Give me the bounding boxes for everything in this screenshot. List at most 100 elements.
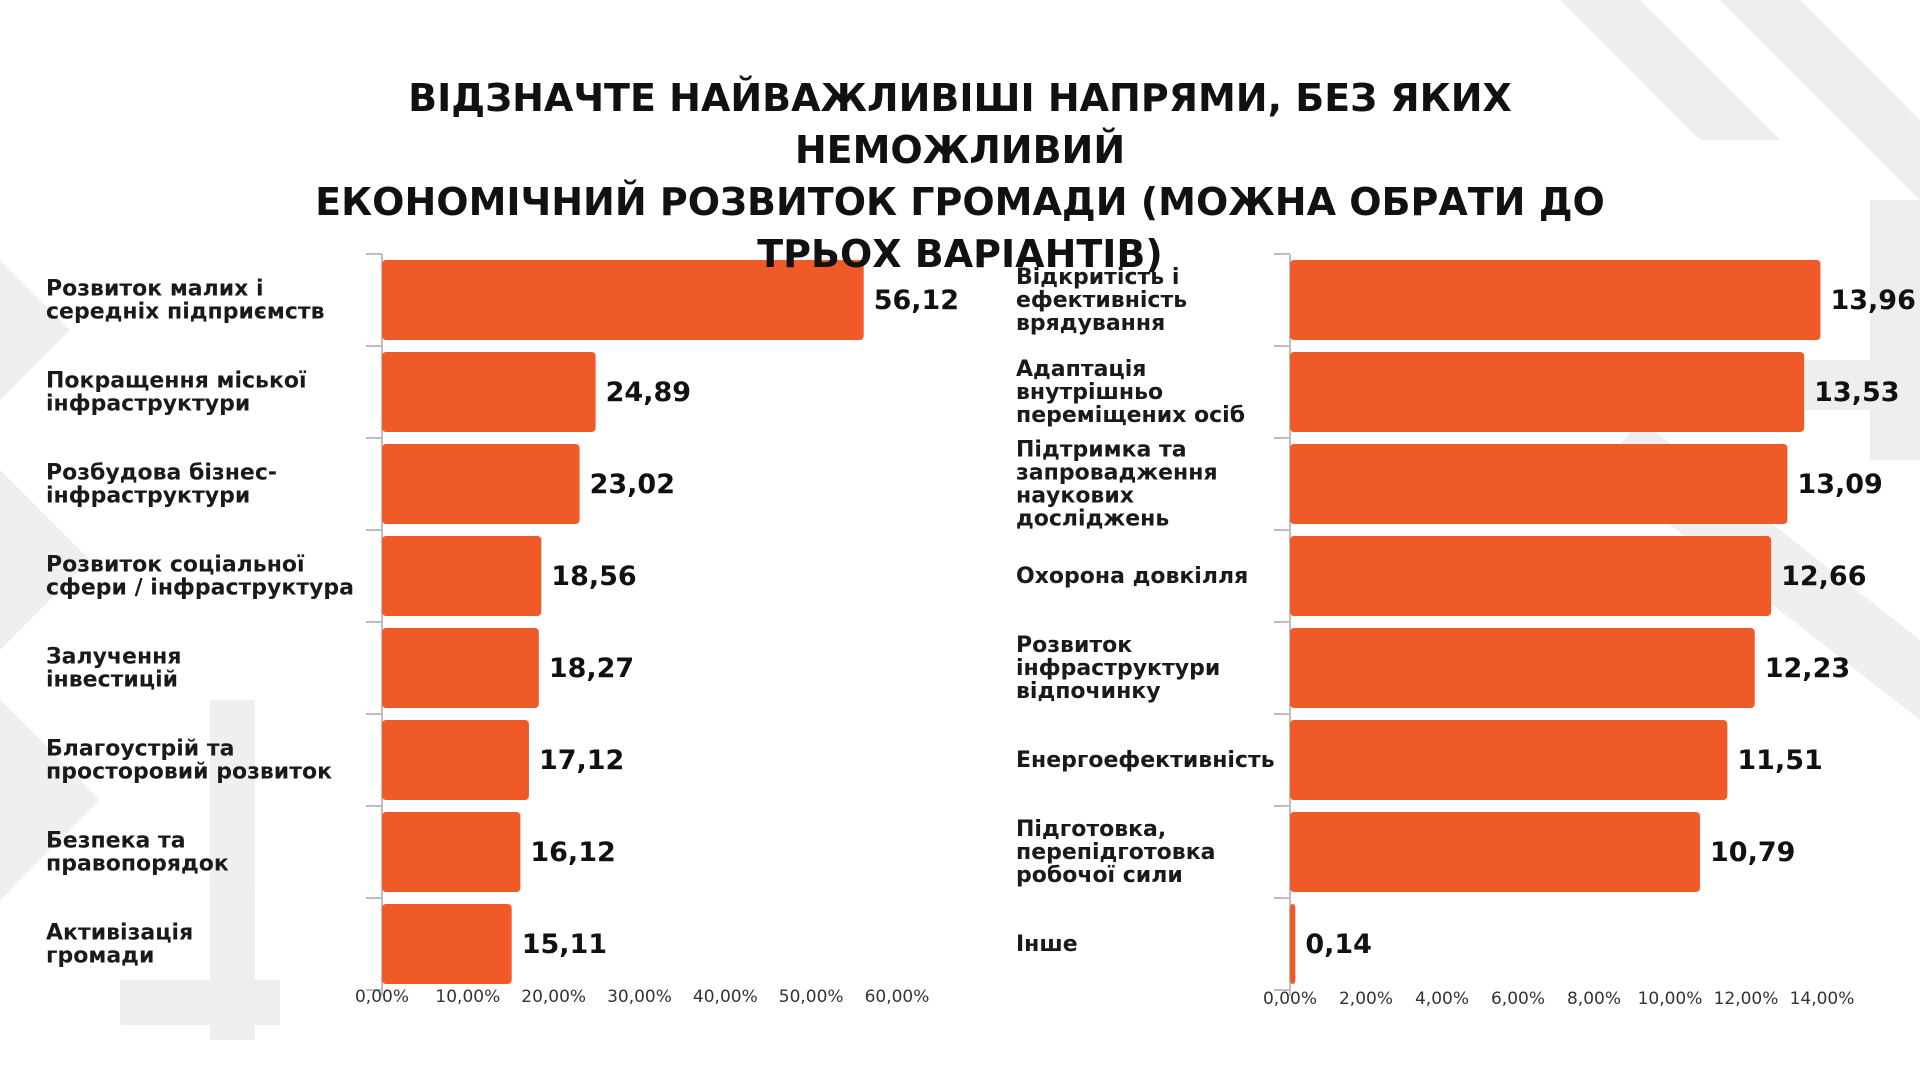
right-category-label-line: Інше <box>1016 932 1078 957</box>
right-bar <box>1290 260 1821 340</box>
left-value-label: 24,89 <box>606 377 691 408</box>
right-x-tick-label: 4,00% <box>1415 989 1469 1009</box>
right-value-label: 10,79 <box>1710 837 1795 868</box>
right-category-label-line: досліджень <box>1016 507 1169 532</box>
left-value-label: 17,12 <box>539 745 624 776</box>
left-x-tick-label: 60,00% <box>865 987 930 1007</box>
left-bar <box>382 260 864 340</box>
left-category-label-line: інфраструктури <box>46 392 250 417</box>
right-category-label-line: внутрішньо <box>1016 380 1163 405</box>
left-category-label-line: середніх підприємств <box>46 300 325 325</box>
right-value-label: 0,14 <box>1305 929 1372 960</box>
right-category-label-line: переміщених осіб <box>1016 403 1245 428</box>
right-x-tick-label: 2,00% <box>1339 989 1393 1009</box>
left-x-tick-label: 0,00% <box>355 987 409 1007</box>
right-category-label-line: Відкритість і <box>1016 265 1179 290</box>
left-category-label-line: інвестицій <box>46 668 178 693</box>
right-category-label-line: врядування <box>1016 311 1165 336</box>
left-category-label-line: Безпека та <box>46 829 186 854</box>
chart-title: ВІДЗНАЧТЕ НАЙВАЖЛИВІШІ НАПРЯМИ, БЕЗ ЯКИХ… <box>260 72 1660 280</box>
right-value-label: 12,66 <box>1781 561 1866 592</box>
left-category-label-line: інфраструктури <box>46 484 250 509</box>
right-category-label: Підготовка, перепідготовка робочої сили <box>1016 817 1215 888</box>
right-category-label-line: ефективність <box>1016 288 1187 313</box>
right-x-tick-label: 8,00% <box>1567 989 1621 1009</box>
left-category-label-line: Активізація <box>46 921 193 946</box>
title-line-3: ТРЬОХ ВАРІАНТІВ) <box>757 232 1163 276</box>
right-category-label: Відкритість і ефективність врядування <box>1016 265 1187 336</box>
left-bar <box>382 352 596 432</box>
right-category-label-line: запровадження <box>1016 461 1218 486</box>
left-category-label-line: Розвиток малих і <box>46 277 264 302</box>
right-bar <box>1290 812 1701 892</box>
right-value-label: 12,23 <box>1765 653 1850 684</box>
right-value-label: 13,96 <box>1830 285 1915 316</box>
right-category-label: Підтримка та запровадження наукових дослідж… <box>1016 438 1218 532</box>
left-bar <box>382 444 580 524</box>
left-x-tick-label: 50,00% <box>779 987 844 1007</box>
left-category-label: Покращення міської інфраструктури <box>46 369 307 417</box>
right-bar <box>1290 720 1728 800</box>
right-value-label: 13,53 <box>1814 377 1899 408</box>
right-value-label: 11,51 <box>1737 745 1822 776</box>
right-category-label: Розвиток інфраструктури відпочинку <box>1016 633 1220 704</box>
left-value-label: 15,11 <box>522 929 607 960</box>
left-category-label: Благоустрій та просторовий розвиток <box>46 737 332 785</box>
right-category-label-line: робочої сили <box>1016 863 1183 888</box>
right-category-label: Адаптація внутрішньо переміщених осіб <box>1016 357 1245 428</box>
left-category-label-line: правопорядок <box>46 852 229 877</box>
right-bar <box>1290 444 1788 524</box>
right-category-label-line: Охорона довкілля <box>1016 564 1248 589</box>
right-bar <box>1290 904 1296 984</box>
left-bar <box>382 904 512 984</box>
left-category-label-line: просторовий розвиток <box>46 760 332 785</box>
left-value-label: 23,02 <box>590 469 675 500</box>
left-bar <box>382 536 542 616</box>
left-value-label: 16,12 <box>530 837 615 868</box>
right-bar <box>1290 352 1805 432</box>
right-x-tick-label: 0,00% <box>1263 989 1317 1009</box>
left-value-label: 18,27 <box>549 653 634 684</box>
left-x-tick-label: 30,00% <box>607 987 672 1007</box>
right-x-tick-label: 12,00% <box>1714 989 1779 1009</box>
left-category-label-line: сфери / інфраструктура <box>46 576 354 601</box>
left-category-label: Розбудова бізнес-інфраструктури <box>46 461 277 509</box>
right-category-label-line: Підтримка та <box>1016 438 1187 463</box>
right-bar <box>1290 536 1772 616</box>
left-bar <box>382 720 529 800</box>
right-x-tick-label: 14,00% <box>1790 989 1855 1009</box>
left-bar <box>382 812 521 892</box>
left-category-label: Безпека та правопорядок <box>46 829 229 877</box>
title-line-1: ВІДЗНАЧТЕ НАЙВАЖЛИВІШІ НАПРЯМИ, БЕЗ ЯКИХ… <box>408 76 1512 172</box>
left-value-label: 18,56 <box>551 561 636 592</box>
left-category-label-line: Залучення <box>46 645 181 670</box>
left-bar <box>382 628 539 708</box>
left-category-label: Розвиток соціальної сфери / інфраструктур… <box>46 553 354 601</box>
right-category-label-line: перепідготовка <box>1016 840 1215 865</box>
right-value-label: 13,09 <box>1797 469 1882 500</box>
right-category-label: Енергоефективність <box>1016 748 1275 773</box>
right-x-tick-label: 6,00% <box>1491 989 1545 1009</box>
left-x-tick-label: 10,00% <box>435 987 500 1007</box>
left-category-label-line: Розвиток соціальної <box>46 553 305 578</box>
left-value-label: 56,12 <box>874 285 959 316</box>
left-category-label-line: Розбудова бізнес- <box>46 461 277 486</box>
right-category-label-line: Розвиток <box>1016 633 1132 658</box>
right-category-label: Інше <box>1016 932 1078 957</box>
right-category-label-line: Підготовка, <box>1016 817 1166 842</box>
left-category-label: Активізація громади <box>46 921 193 969</box>
title-line-2: ЕКОНОМІЧНИЙ РОЗВИТОК ГРОМАДИ (МОЖНА ОБРА… <box>315 180 1605 224</box>
left-x-tick-label: 20,00% <box>521 987 586 1007</box>
left-category-label: Розвиток малих і середніх підприємств <box>46 277 325 325</box>
right-category-label-line: наукових <box>1016 484 1134 509</box>
left-category-label-line: громади <box>46 944 154 969</box>
right-category-label-line: Адаптація <box>1016 357 1146 382</box>
right-bar <box>1290 628 1755 708</box>
left-x-tick-label: 40,00% <box>693 987 758 1007</box>
right-category-label: Охорона довкілля <box>1016 564 1248 589</box>
right-category-label-line: відпочинку <box>1016 679 1161 704</box>
left-category-label: Залучення інвестицій <box>46 645 181 693</box>
right-x-tick-label: 10,00% <box>1638 989 1703 1009</box>
